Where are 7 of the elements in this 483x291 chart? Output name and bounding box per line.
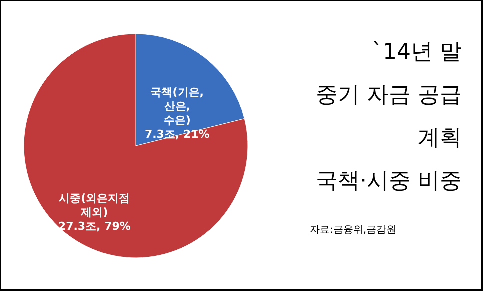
data-label: 27.3조, 79% [58, 220, 131, 233]
pie-slice [24, 34, 248, 258]
text: 자료:금융위,금감원 [310, 225, 397, 236]
slice-label: 시중(외은지점 제외) [59, 192, 130, 219]
text: `14년 말 중기 자금 공급 계획 국책·시중 비중 [316, 40, 462, 194]
slice-label: 국책(기은, 산은, 수은) [150, 86, 204, 128]
data-label: 7.3조, 21% [144, 128, 210, 142]
